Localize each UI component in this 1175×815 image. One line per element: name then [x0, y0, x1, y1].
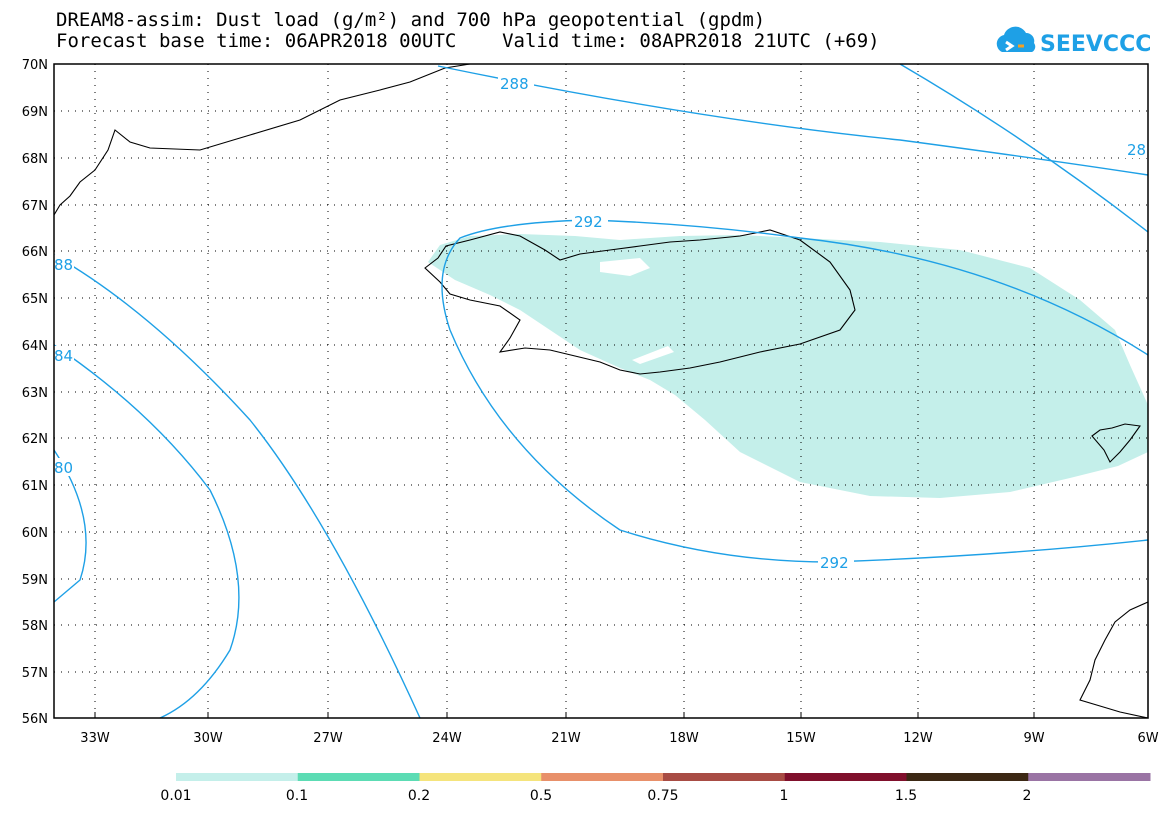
lat-label: 63N	[22, 386, 48, 401]
lon-label: 33W	[80, 731, 110, 746]
logo-text: SEEVCCC	[1040, 32, 1150, 57]
latitude-labels: 70N 69N 68N 67N 66N 65N 64N 63N 62N 61N …	[22, 58, 48, 727]
contour-label: 84	[54, 347, 73, 365]
legend-swatch	[176, 773, 299, 781]
contour-288-north	[437, 65, 1149, 176]
tick-marks	[94, 712, 1035, 718]
chart-subtitle: Forecast base time: 06APR2018 00UTC Vali…	[56, 30, 880, 52]
lon-label: 27W	[313, 731, 343, 746]
legend-swatch	[419, 773, 542, 781]
lat-label: 57N	[22, 666, 48, 681]
lon-label: 12W	[903, 731, 933, 746]
lat-label: 58N	[22, 619, 48, 634]
legend-label: 2	[1023, 788, 1032, 804]
dust-gap	[632, 346, 674, 364]
contour-label: 28	[1127, 141, 1146, 159]
lon-label: 30W	[193, 731, 223, 746]
contour-288-ne	[899, 63, 1149, 233]
legend-swatch	[906, 773, 1029, 781]
dust-load-area	[428, 234, 1148, 498]
contour-label: 292	[574, 213, 603, 231]
contour-label: 292	[820, 554, 849, 572]
legend-label: 0.01	[160, 788, 191, 804]
lat-label: 62N	[22, 432, 48, 447]
legend-swatch	[663, 773, 786, 781]
legend-swatch	[541, 773, 664, 781]
lat-label: 61N	[22, 479, 48, 494]
legend-label: 0.2	[408, 788, 430, 804]
legend-label: 1	[780, 788, 789, 804]
legend-labels: 0.01 0.1 0.2 0.5 0.75 1 1.5 2	[160, 788, 1031, 804]
contour-labels: 288 28 292 292 88 84 80	[54, 74, 1148, 572]
lat-label: 70N	[22, 58, 48, 73]
legend-colorbar	[176, 773, 1151, 781]
legend-label: 1.5	[895, 788, 917, 804]
lon-label: 9W	[1023, 731, 1044, 746]
iceland-coast	[424, 229, 856, 375]
legend-label: 0.75	[647, 788, 678, 804]
coastlines	[53, 63, 1149, 719]
scotland-coast	[1079, 601, 1149, 719]
legend-label: 0.1	[286, 788, 308, 804]
cloud-icon	[996, 26, 1036, 52]
contour-label: 288	[500, 75, 529, 93]
contour-284	[53, 344, 240, 719]
legend-swatch	[1028, 773, 1151, 781]
grid	[54, 64, 1148, 718]
legend-swatch	[784, 773, 907, 781]
lon-label: 6W	[1137, 731, 1158, 746]
lat-label: 68N	[22, 152, 48, 167]
lon-label: 24W	[432, 731, 462, 746]
lat-label: 59N	[22, 573, 48, 588]
lat-label: 60N	[22, 526, 48, 541]
dust-gap	[600, 258, 650, 276]
longitude-labels: 33W 30W 27W 24W 21W 18W 15W 12W 9W 6W	[80, 731, 1158, 746]
lat-label: 66N	[22, 245, 48, 260]
map-frame	[53, 63, 1149, 719]
lat-label: 56N	[22, 712, 48, 727]
contour-label: 88	[54, 256, 73, 274]
legend-label: 0.5	[530, 788, 552, 804]
lat-label: 67N	[22, 199, 48, 214]
lat-label: 65N	[22, 292, 48, 307]
greenland-coast	[53, 63, 471, 216]
contour-288-west	[53, 254, 421, 719]
lat-label: 69N	[22, 105, 48, 120]
lat-label: 64N	[22, 339, 48, 354]
contour-label: 80	[54, 459, 73, 477]
faroe-coast	[1091, 423, 1141, 463]
legend-swatch	[297, 773, 420, 781]
lon-label: 18W	[669, 731, 699, 746]
seevccc-logo: SEEVCCC	[996, 26, 1150, 57]
chart-title: DREAM8-assim: Dust load (g/m²) and 700 h…	[56, 9, 766, 31]
lon-label: 21W	[551, 731, 581, 746]
lon-label: 15W	[786, 731, 816, 746]
